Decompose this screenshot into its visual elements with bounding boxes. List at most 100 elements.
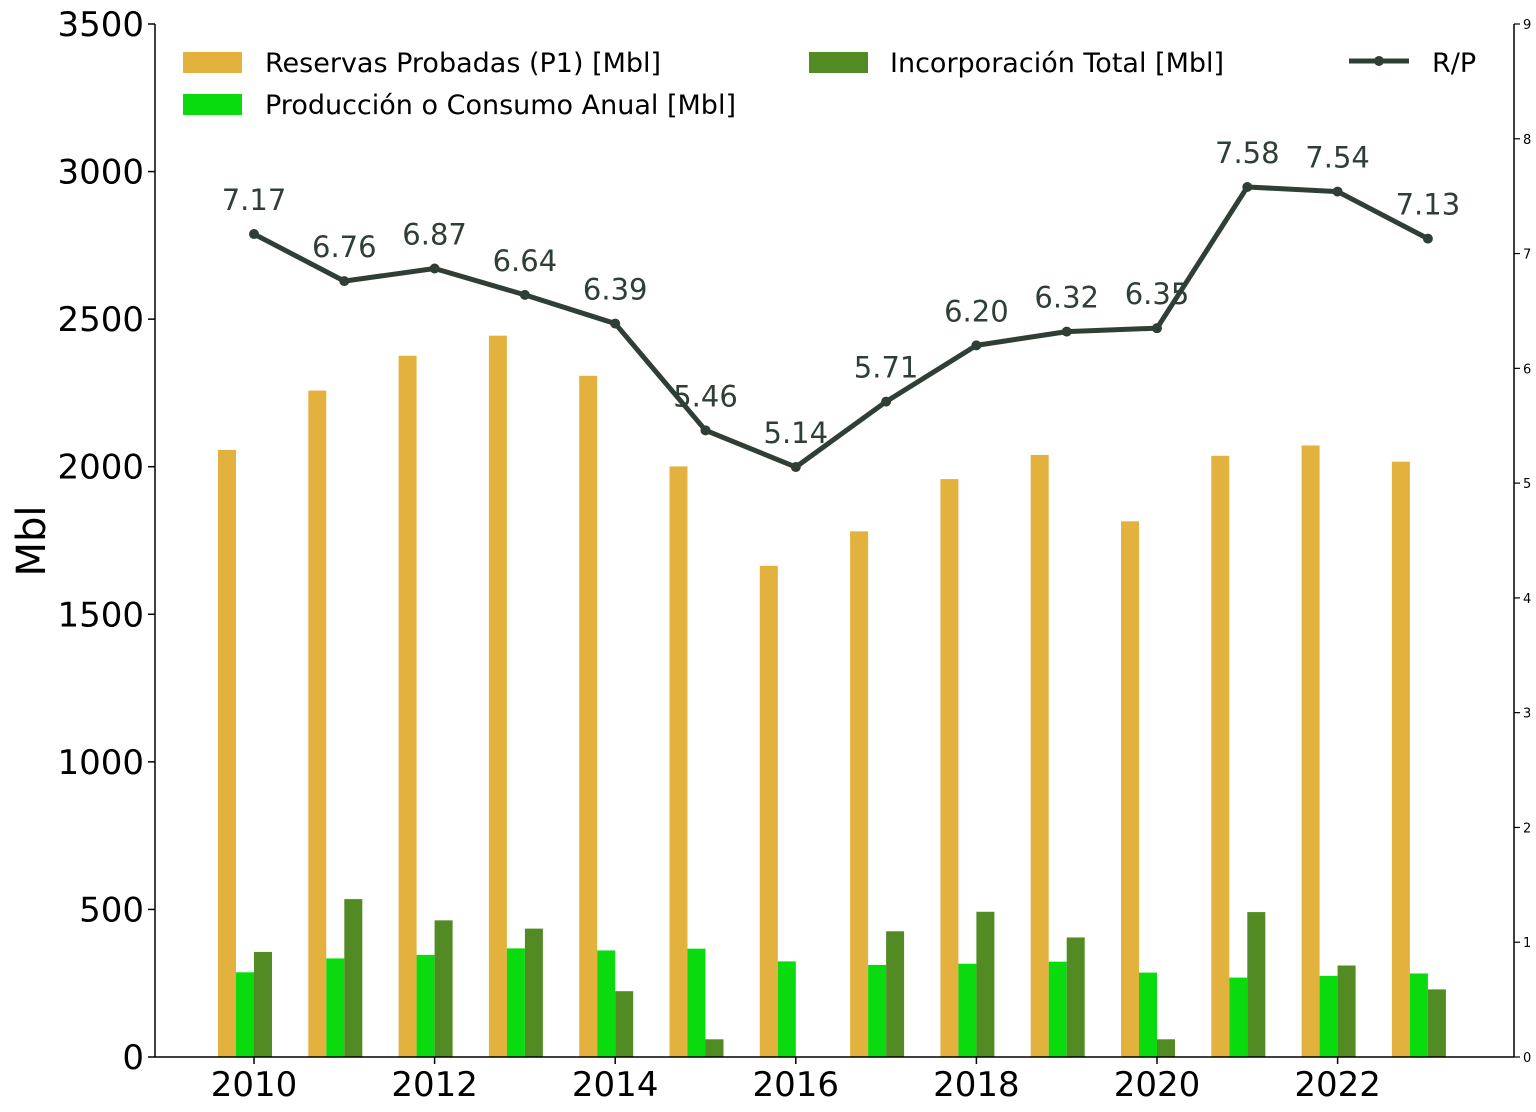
rp-point-2023 — [1422, 233, 1433, 244]
rp-value-label-2014: 6.39 — [583, 273, 648, 307]
rp-value-label-2011: 6.76 — [312, 230, 377, 264]
axes-layer: Mbl — [9, 24, 1515, 1058]
bar-s0-2021 — [1211, 455, 1230, 1057]
y-tick-label-0: 0 — [122, 1038, 144, 1078]
bar-s0-2023 — [1391, 461, 1410, 1057]
rp-point-2012 — [429, 263, 440, 274]
bar-s2-2020 — [1157, 1039, 1175, 1057]
bar-s2-2022 — [1337, 965, 1356, 1057]
rp-line-layer: 7.17 6.76 6.87 6.64 6.39 5.46 5.14 5.71 6.20 6.32… — [222, 136, 1461, 473]
y2-tick-label-9: 9 — [1523, 18, 1531, 33]
y2-tick-label-6: 6 — [1523, 362, 1531, 377]
bar-s0-2012 — [398, 355, 417, 1057]
rp-point-2020 — [1152, 323, 1162, 334]
bar-s1-2019 — [1048, 961, 1067, 1057]
rp-point-2016 — [790, 462, 801, 473]
bar-s0-2019 — [1030, 454, 1049, 1057]
y2-tick-label-7: 7 — [1523, 248, 1531, 263]
x-tick-label-2014: 2014 — [572, 1065, 659, 1105]
rp-value-label-2015: 5.46 — [673, 379, 738, 413]
legend-label-produccion: Producción o Consumo Anual [Mbl] — [265, 90, 736, 121]
bar-s0-2015 — [669, 466, 688, 1057]
bar-s1-2013 — [506, 948, 525, 1057]
bar-s2-2023 — [1427, 989, 1446, 1057]
bar-s0-2020 — [1121, 521, 1139, 1057]
bar-s2-2013 — [524, 928, 543, 1057]
rp-value-label-2019: 6.32 — [1034, 281, 1099, 315]
bar-s2-2014 — [615, 991, 634, 1057]
rp-value-label-2012: 6.87 — [402, 217, 467, 251]
bar-s0-2013 — [488, 335, 507, 1057]
y2-tick-label-4: 4 — [1523, 592, 1531, 607]
bar-s2-2021 — [1247, 912, 1266, 1057]
y-tick-label-3000: 3000 — [57, 153, 144, 193]
rp-value-label-2018: 6.20 — [944, 294, 1009, 328]
rp-value-label-2017: 5.71 — [854, 351, 919, 385]
bar-s1-2020 — [1139, 972, 1157, 1057]
ticks-layer: 0 500 1000 1500 2000 2500 3000 3500 0 1 2 3 4 5 6 7 8 9 20… — [57, 5, 1531, 1105]
y2-tick-label-3: 3 — [1523, 707, 1531, 722]
bar-s0-2014 — [579, 375, 598, 1057]
bar-s1-2015 — [687, 948, 706, 1057]
bar-s1-2010 — [236, 972, 254, 1057]
rp-value-label-2023: 7.13 — [1396, 188, 1461, 222]
rp-value-label-2022: 7.54 — [1305, 141, 1370, 175]
rp-point-2022 — [1332, 186, 1343, 197]
y-tick-label-3500: 3500 — [57, 5, 144, 45]
rp-value-label-2013: 6.64 — [493, 244, 558, 278]
bar-s2-2018 — [976, 911, 995, 1057]
y-tick-label-1500: 1500 — [57, 595, 144, 635]
x-tick-label-2020: 2020 — [1114, 1065, 1201, 1105]
bar-s2-2017 — [886, 931, 905, 1057]
y2-tick-label-8: 8 — [1523, 133, 1531, 148]
rp-point-2017 — [881, 396, 892, 407]
y-axis-label: Mbl — [9, 505, 55, 576]
bar-s1-2012 — [416, 954, 435, 1057]
x-tick-label-2022: 2022 — [1294, 1065, 1381, 1105]
y2-tick-label-0: 0 — [1523, 1051, 1531, 1066]
rp-value-label-2020: 6.35 — [1125, 277, 1190, 311]
bars-layer — [218, 335, 1446, 1058]
rp-line — [252, 184, 1430, 470]
bar-s1-2022 — [1319, 975, 1338, 1057]
bar-s0-2022 — [1301, 445, 1320, 1057]
rp-point-2015 — [700, 425, 711, 436]
y2-tick-label-2: 2 — [1523, 821, 1531, 836]
bar-s1-2023 — [1409, 973, 1428, 1057]
bar-s1-2021 — [1229, 977, 1248, 1057]
x-tick-label-2018: 2018 — [933, 1065, 1020, 1105]
y-tick-label-500: 500 — [79, 890, 144, 930]
legend-marker-rp — [1374, 56, 1384, 66]
bar-s0-2011 — [308, 390, 327, 1058]
bar-s2-2015 — [705, 1039, 724, 1057]
legend-label-rp: R/P — [1432, 48, 1476, 79]
bar-s2-2010 — [254, 951, 272, 1057]
rp-value-label-2010: 7.17 — [222, 183, 287, 217]
y-tick-label-1000: 1000 — [57, 743, 144, 783]
y2-tick-label-5: 5 — [1523, 477, 1531, 492]
bar-s1-2011 — [326, 958, 345, 1057]
bar-s2-2012 — [434, 920, 453, 1057]
bar-s1-2014 — [597, 950, 616, 1057]
y-tick-label-2000: 2000 — [57, 448, 144, 488]
rp-point-2018 — [971, 340, 982, 351]
rp-point-2010 — [249, 229, 259, 240]
rp-point-2013 — [519, 289, 530, 300]
x-tick-label-2012: 2012 — [391, 1065, 478, 1105]
y2-tick-label-1: 1 — [1523, 936, 1531, 951]
bar-s1-2016 — [777, 961, 796, 1057]
rp-value-label-2021: 7.58 — [1215, 136, 1280, 170]
bar-s2-2019 — [1066, 937, 1085, 1057]
legend-swatch-incorporacion — [809, 52, 868, 73]
bar-s0-2010 — [218, 449, 236, 1058]
bar-s1-2017 — [868, 964, 887, 1057]
legend-label-reservas: Reservas Probadas (P1) [Mbl] — [265, 48, 661, 79]
x-tick-label-2016: 2016 — [753, 1065, 840, 1105]
rp-point-2014 — [610, 318, 621, 329]
x-tick-label-2010: 2010 — [211, 1065, 298, 1105]
bar-s1-2018 — [958, 963, 977, 1057]
legend-swatch-reservas — [183, 52, 242, 73]
bar-s0-2018 — [940, 479, 959, 1057]
rp-point-2021 — [1242, 181, 1253, 192]
